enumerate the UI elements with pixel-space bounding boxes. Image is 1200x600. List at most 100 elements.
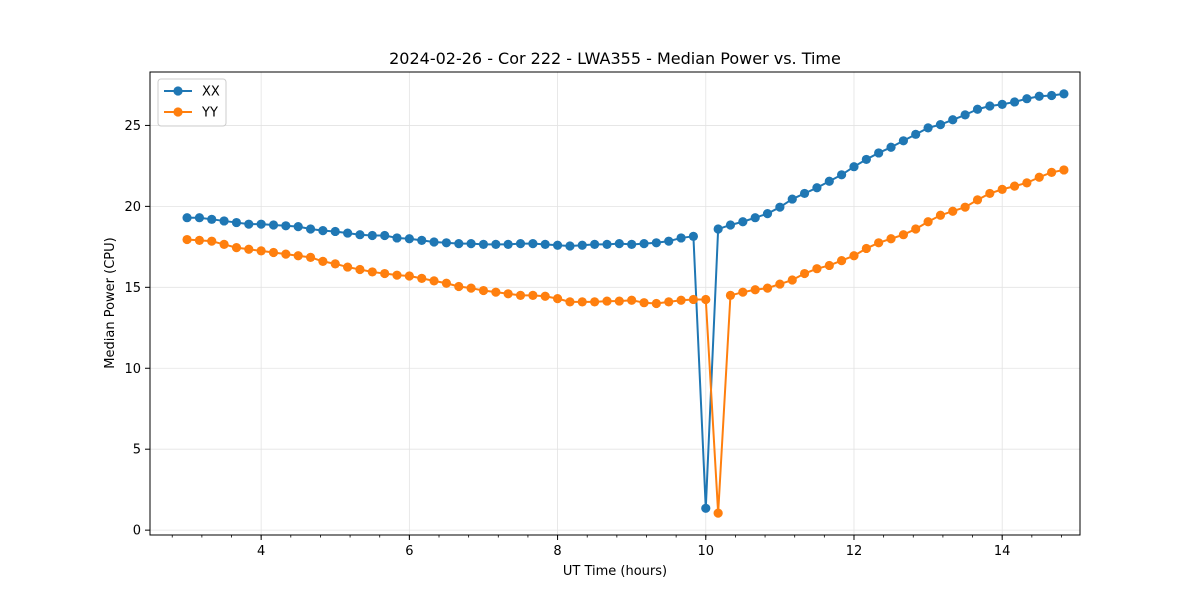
data-point-xx bbox=[627, 239, 637, 250]
data-point-yy bbox=[874, 238, 884, 248]
data-point-xx bbox=[577, 240, 587, 250]
data-point-xx bbox=[1047, 90, 1057, 101]
data-point-yy bbox=[738, 287, 748, 297]
data-point-yy bbox=[676, 295, 686, 305]
data-point-xx bbox=[194, 213, 205, 223]
data-point-yy bbox=[528, 290, 538, 301]
data-point-yy bbox=[923, 217, 933, 227]
data-point-yy bbox=[355, 264, 365, 275]
data-point-xx bbox=[1034, 91, 1044, 101]
y-tick-label: 5 bbox=[133, 443, 141, 458]
x-tick-label: 12 bbox=[846, 544, 863, 559]
data-point-yy bbox=[466, 283, 476, 293]
data-point-xx bbox=[985, 101, 995, 111]
data-point-xx bbox=[1009, 97, 1020, 107]
data-point-xx bbox=[207, 214, 217, 224]
legend: XX YY bbox=[157, 78, 227, 127]
data-point-yy bbox=[281, 249, 291, 259]
data-point-yy bbox=[849, 251, 859, 261]
data-point-yy bbox=[1009, 181, 1020, 191]
data-point-xx bbox=[540, 239, 550, 250]
data-point-xx bbox=[725, 220, 736, 230]
data-point-yy bbox=[775, 279, 785, 289]
data-point-yy bbox=[812, 264, 822, 274]
data-point-xx bbox=[182, 213, 192, 223]
data-point-xx bbox=[935, 120, 946, 130]
data-point-yy bbox=[1034, 172, 1044, 182]
data-point-xx bbox=[244, 219, 254, 229]
data-point-xx bbox=[960, 110, 970, 120]
data-point-yy bbox=[194, 235, 205, 245]
gridlines bbox=[150, 72, 1080, 535]
data-point-yy bbox=[627, 295, 637, 305]
data-point-xx bbox=[429, 237, 439, 247]
data-point-yy bbox=[935, 210, 946, 220]
data-point-yy bbox=[948, 206, 958, 216]
y-tick-label: 0 bbox=[133, 524, 141, 539]
legend-label-yy: YY bbox=[201, 106, 218, 121]
data-point-yy bbox=[256, 246, 266, 256]
x-tick-label: 6 bbox=[405, 544, 413, 559]
data-point-yy bbox=[343, 262, 353, 272]
data-point-xx bbox=[701, 503, 711, 513]
data-point-yy bbox=[244, 244, 254, 254]
data-point-xx bbox=[886, 142, 896, 152]
legend-marker-xx bbox=[173, 86, 183, 96]
data-point-xx bbox=[1059, 89, 1069, 99]
data-point-xx bbox=[355, 230, 365, 240]
data-point-xx bbox=[318, 226, 328, 236]
data-point-xx bbox=[528, 239, 538, 249]
data-point-xx bbox=[874, 148, 884, 158]
data-point-yy bbox=[330, 259, 340, 269]
data-point-yy bbox=[552, 294, 563, 304]
data-point-yy bbox=[318, 256, 328, 267]
data-point-xx bbox=[503, 239, 513, 250]
data-point-xx bbox=[552, 240, 563, 250]
data-point-xx bbox=[688, 231, 699, 241]
data-point-yy bbox=[985, 188, 995, 199]
data-point-xx bbox=[898, 136, 909, 146]
data-point-xx bbox=[799, 188, 810, 199]
data-point-yy bbox=[1047, 167, 1057, 177]
data-point-xx bbox=[219, 216, 229, 226]
data-point-yy bbox=[367, 267, 377, 277]
x-tick-label: 8 bbox=[553, 544, 561, 559]
data-point-xx bbox=[478, 239, 489, 250]
y-tick-label: 10 bbox=[124, 362, 141, 377]
data-point-xx bbox=[392, 233, 402, 243]
x-tick-label: 14 bbox=[994, 544, 1011, 559]
data-point-yy bbox=[787, 275, 797, 285]
data-point-xx bbox=[738, 217, 748, 227]
data-point-yy bbox=[861, 243, 871, 254]
chart-title: 2024-02-26 - Cor 222 - LWA355 - Median P… bbox=[389, 49, 841, 68]
data-point-yy bbox=[824, 260, 834, 271]
data-point-yy bbox=[478, 285, 489, 296]
data-point-xx bbox=[441, 238, 452, 248]
data-point-xx bbox=[664, 236, 674, 246]
data-point-yy bbox=[837, 256, 847, 266]
data-point-xx bbox=[713, 224, 723, 234]
data-point-xx bbox=[614, 239, 624, 249]
data-point-xx bbox=[861, 154, 871, 165]
legend-label-xx: XX bbox=[202, 85, 220, 100]
data-point-yy bbox=[701, 294, 711, 305]
y-tick-label: 15 bbox=[124, 281, 141, 296]
y-axis-label: Median Power (CPU) bbox=[103, 237, 118, 368]
x-axis-label: UT Time (hours) bbox=[563, 564, 667, 579]
series-xx bbox=[182, 89, 1069, 513]
data-point-yy bbox=[911, 224, 921, 234]
data-point-xx bbox=[268, 220, 279, 230]
data-point-yy bbox=[1022, 178, 1032, 188]
data-point-yy bbox=[997, 184, 1007, 194]
data-point-yy bbox=[577, 297, 587, 307]
data-point-xx bbox=[775, 202, 785, 212]
data-point-yy bbox=[750, 285, 760, 295]
data-point-xx bbox=[367, 230, 377, 241]
data-point-yy bbox=[651, 298, 661, 309]
series-yy bbox=[182, 165, 1069, 518]
data-point-xx bbox=[750, 213, 760, 223]
data-point-xx bbox=[343, 228, 353, 238]
data-point-xx bbox=[812, 183, 822, 193]
data-point-xx bbox=[837, 170, 847, 180]
data-point-xx bbox=[602, 239, 612, 250]
